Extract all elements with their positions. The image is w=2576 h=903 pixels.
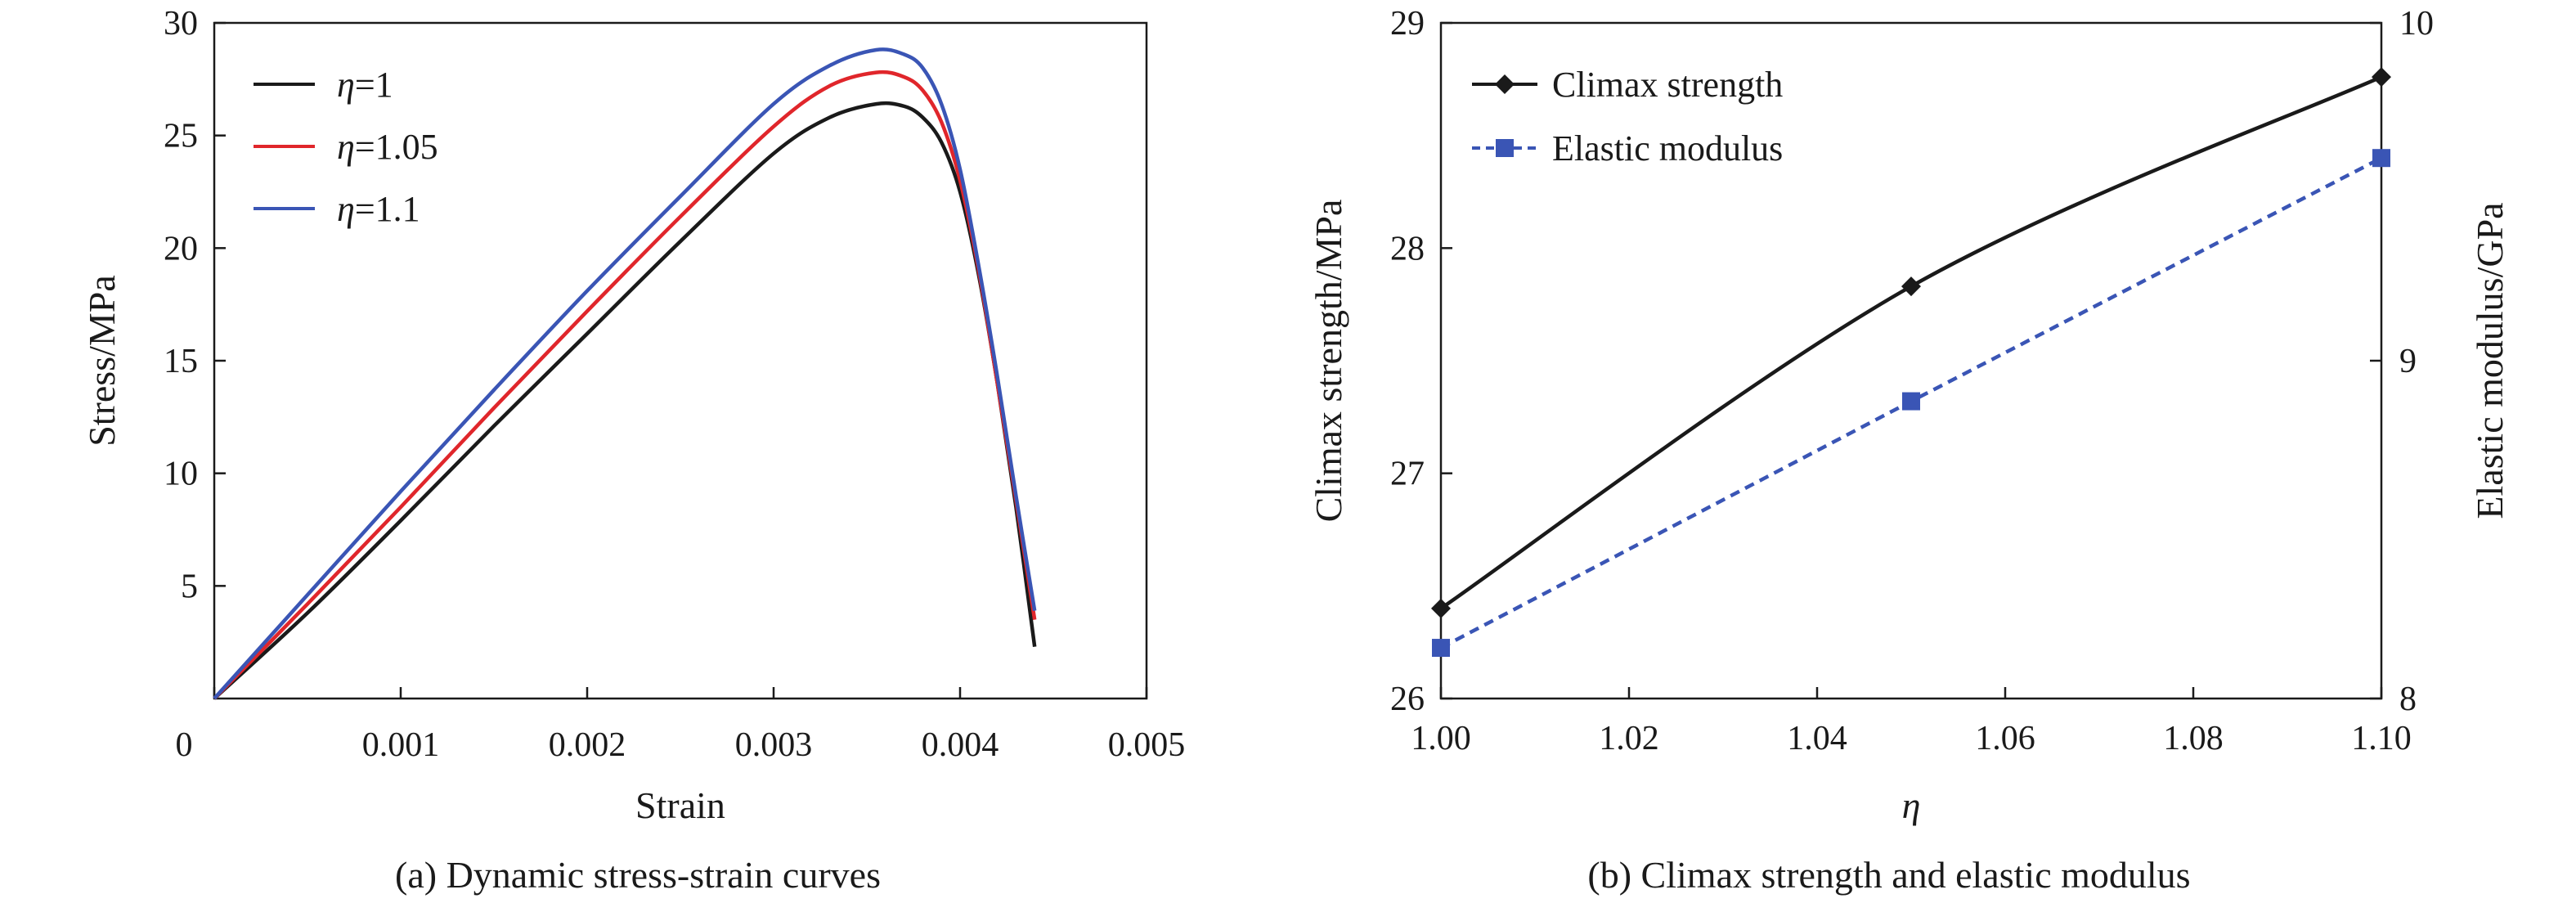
- chart-a-origin-label: 0: [176, 726, 193, 764]
- chart-b-right-y-axis: 8 9 10: [2370, 5, 2434, 718]
- chart-a-y-tick-label: 30: [164, 5, 198, 43]
- chart-a-caption: (a) Dynamic stress-strain curves: [395, 854, 881, 896]
- chart-a-y-tick-label: 25: [164, 118, 198, 155]
- chart-b-x-tick-label: 1.04: [1787, 720, 1847, 757]
- chart-a-y-tick-label: 15: [164, 343, 198, 380]
- chart-a-x-tick-label: 0.002: [549, 726, 626, 764]
- chart-b-point: [1901, 276, 1921, 297]
- chart-a-y-tick-label: 10: [164, 456, 198, 493]
- chart-b-y-tick-label: 28: [1390, 230, 1425, 267]
- chart-b-point: [2372, 149, 2390, 168]
- chart-a-series-line: [213, 47, 1037, 700]
- chart-b-caption: (b) Climax strength and elastic modulus: [1587, 854, 2190, 896]
- chart-a-y-axis-title: Stress/MPa: [81, 275, 123, 447]
- chart-b-point: [1431, 598, 1451, 618]
- chart-b-left-y-axis: 26 27 28 29: [1390, 5, 1452, 718]
- chart-a-x-tick-label: 0.003: [735, 726, 813, 764]
- chart-b-legend-marker: [1495, 74, 1515, 94]
- chart-b-y2-tick-label: 10: [2399, 5, 2434, 43]
- chart-b-y-tick-label: 26: [1390, 681, 1425, 718]
- chart-b-point: [1432, 639, 1450, 658]
- chart-a-legend-label: η=1.05: [337, 127, 438, 167]
- chart-a-legend: η=1 η=1.05 η=1.1: [254, 65, 438, 229]
- chart-b-x-tick-label: 1.08: [2163, 720, 2224, 757]
- chart-a-y-tick-label: 5: [181, 568, 198, 605]
- chart-b-y-axis-title: Climax strength/MPa: [1308, 200, 1349, 523]
- chart-a-legend-label: η=1.1: [337, 189, 420, 229]
- chart-b-x-tick-label: 1.10: [2351, 720, 2412, 757]
- chart-a-x-tick-label: 0.005: [1108, 726, 1186, 764]
- chart-b-point: [2372, 67, 2391, 88]
- chart-b-plot-frame: [1439, 21, 2383, 700]
- chart-b-point: [1902, 392, 1920, 411]
- chart-a-legend-label: η=1: [337, 65, 393, 105]
- chart-a-x-tick-label: 0.001: [362, 726, 440, 764]
- chart-b: 26 27 28 29 8 9 10 1.00 1.02 1.04 1.06 1.08 1.10 C…: [1308, 5, 2511, 896]
- chart-b-series-group: [1431, 67, 2391, 658]
- chart-b-x-tick-label: 1.02: [1599, 720, 1659, 757]
- chart-b-x-tick-label: 1.00: [1411, 720, 1471, 757]
- chart-b-x-tick-label: 1.06: [1975, 720, 2035, 757]
- chart-b-x-axis: 1.00 1.02 1.04 1.06 1.08 1.10: [1411, 687, 2412, 757]
- chart-a-x-axis: 0.001 0.002 0.003 0.004 0.005: [213, 687, 1186, 764]
- chart-b-legend-label: Climax strength: [1552, 65, 1783, 105]
- chart-b-legend: Climax strength Elastic modulus: [1472, 65, 1783, 168]
- chart-b-x-axis-title: η: [1902, 784, 1921, 826]
- chart-b-y2-tick-label: 8: [2399, 681, 2417, 718]
- chart-b-y-tick-label: 29: [1390, 5, 1425, 43]
- chart-b-y-tick-label: 27: [1390, 456, 1425, 493]
- chart-a-x-axis-title: Strain: [635, 784, 725, 826]
- chart-a-y-tick-label: 20: [164, 230, 198, 267]
- chart-b-legend-label: Elastic modulus: [1552, 128, 1783, 168]
- chart-b-y2-tick-label: 9: [2399, 343, 2417, 380]
- chart-a-y-axis: 5 10 15 20 25 30: [164, 5, 226, 605]
- chart-b-legend-marker: [1496, 139, 1514, 157]
- chart-a-series-group: [213, 47, 1037, 700]
- chart-a-x-tick-label: 0.004: [922, 726, 999, 764]
- chart-b-y2-axis-title: Elastic modulus/GPa: [2469, 202, 2511, 519]
- chart-a-plot-frame: [213, 21, 1148, 700]
